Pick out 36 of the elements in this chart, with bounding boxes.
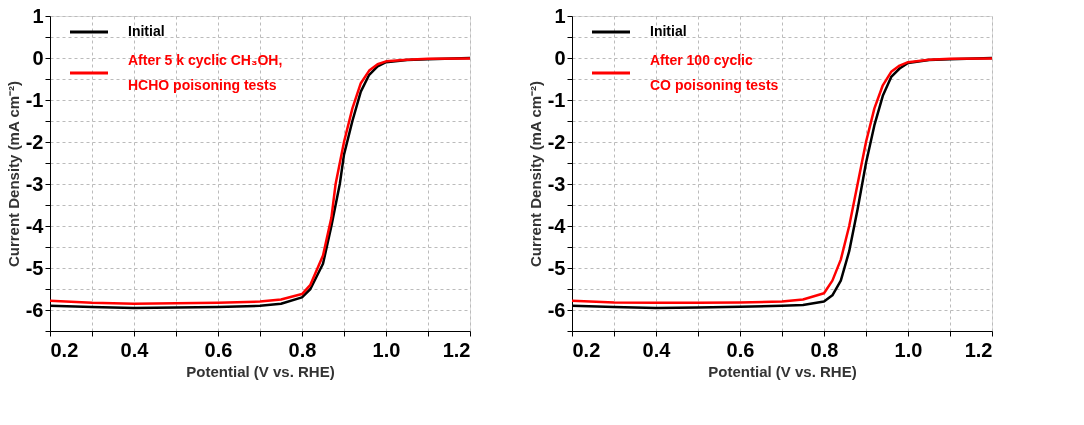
y-tick-label: -4 [25, 214, 45, 237]
x-tick-label: 1.2 [964, 338, 993, 361]
x-tick-label: 1.0 [372, 338, 401, 361]
legend-label: Initial [650, 23, 687, 39]
x-axis-title: Potential (V vs. RHE) [186, 362, 335, 380]
x-tick-label: 0.8 [810, 338, 839, 361]
y-tick-label: -3 [547, 172, 566, 195]
y-axis-title: Current Density (mA cm⁻²) [526, 80, 544, 268]
x-tick-label: 0.8 [288, 338, 317, 361]
x-tick-label: 0.4 [120, 338, 150, 361]
y-tick-label: -2 [547, 130, 566, 153]
y-tick-label: -2 [25, 130, 44, 153]
x-tick-label: 0.6 [726, 338, 755, 361]
y-tick-label: -6 [547, 298, 566, 321]
y-axis-title: Current Density (mA cm⁻²) [4, 80, 22, 268]
x-axis-title: Potential (V vs. RHE) [708, 362, 857, 380]
y-tick-label: 1 [554, 4, 566, 27]
y-tick-label: -5 [25, 256, 44, 279]
y-tick-label: -6 [25, 298, 44, 321]
y-tick-label: -4 [547, 214, 567, 237]
legend-label: After 5 k cyclic CH₃OH, HCHO poisoning tests [128, 52, 283, 93]
y-tick-label: 0 [554, 46, 566, 69]
x-tick-label: 0.6 [204, 338, 233, 361]
y-tick-label: -3 [25, 172, 44, 195]
y-tick-label: -1 [25, 88, 44, 111]
y-tick-label: 1 [32, 4, 44, 27]
x-tick-label: 1.0 [894, 338, 923, 361]
x-tick-label: 1.2 [442, 338, 471, 361]
legend-label: Initial [128, 23, 165, 39]
x-tick-label: 0.2 [572, 338, 601, 361]
x-tick-label: 0.4 [642, 338, 672, 361]
x-tick-label: 0.2 [50, 338, 79, 361]
legend-label: After 100 cyclic CO poisoning tests [650, 52, 779, 93]
y-tick-label: -5 [547, 256, 566, 279]
y-tick-label: -1 [547, 88, 566, 111]
y-tick-label: 0 [32, 46, 44, 69]
